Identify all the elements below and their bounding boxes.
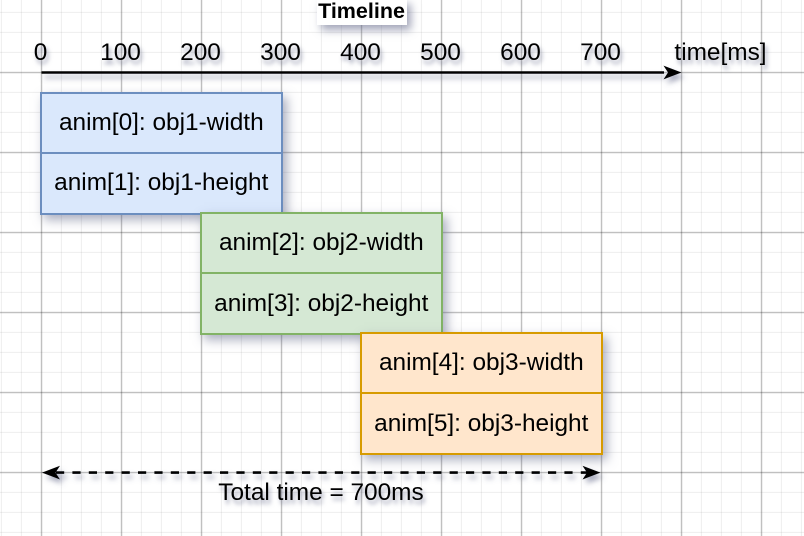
axis-tick-300: 300 — [260, 39, 301, 66]
axis-tick-200: 200 — [180, 39, 221, 66]
timeline-bar-obj1: anim[0]: obj1-width anim[1]: obj1-height — [40, 91, 283, 215]
axis-tick-600: 600 — [500, 39, 541, 66]
total-arrowhead-left-icon — [42, 465, 60, 480]
anim-box-2: anim[2]: obj2-width — [202, 214, 441, 275]
anim-box-3: anim[3]: obj2-height — [214, 289, 429, 317]
anim-box-4: anim[4]: obj3-width — [362, 334, 601, 395]
total-time-arrow — [42, 465, 601, 480]
axis-tick-0: 0 — [33, 39, 48, 66]
total-arrowhead-right-icon — [582, 465, 601, 480]
total-time-label: Total time = 700ms — [218, 478, 424, 506]
axis-unit-label: time[ms] — [674, 39, 767, 66]
anim-box-1: anim[1]: obj1-height — [54, 169, 269, 197]
axis-arrowhead-icon — [663, 65, 682, 80]
anim-box-0: anim[0]: obj1-width — [42, 94, 281, 155]
timeline-bar-obj3: anim[4]: obj3-width anim[5]: obj3-height — [360, 332, 603, 455]
anim-box-5: anim[5]: obj3-height — [374, 409, 589, 437]
timeline-bar-obj2: anim[2]: obj2-width anim[3]: obj2-height — [200, 212, 443, 335]
axis-tick-700: 700 — [580, 39, 621, 66]
axis-tick-500: 500 — [420, 39, 461, 66]
axis-tick-400: 400 — [340, 39, 381, 66]
time-axis-arrow — [41, 65, 682, 80]
diagram-title: Timeline — [316, 0, 407, 25]
axis-tick-100: 100 — [100, 39, 141, 66]
